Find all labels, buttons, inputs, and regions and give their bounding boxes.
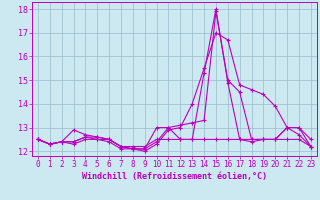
X-axis label: Windchill (Refroidissement éolien,°C): Windchill (Refroidissement éolien,°C) bbox=[82, 172, 267, 181]
